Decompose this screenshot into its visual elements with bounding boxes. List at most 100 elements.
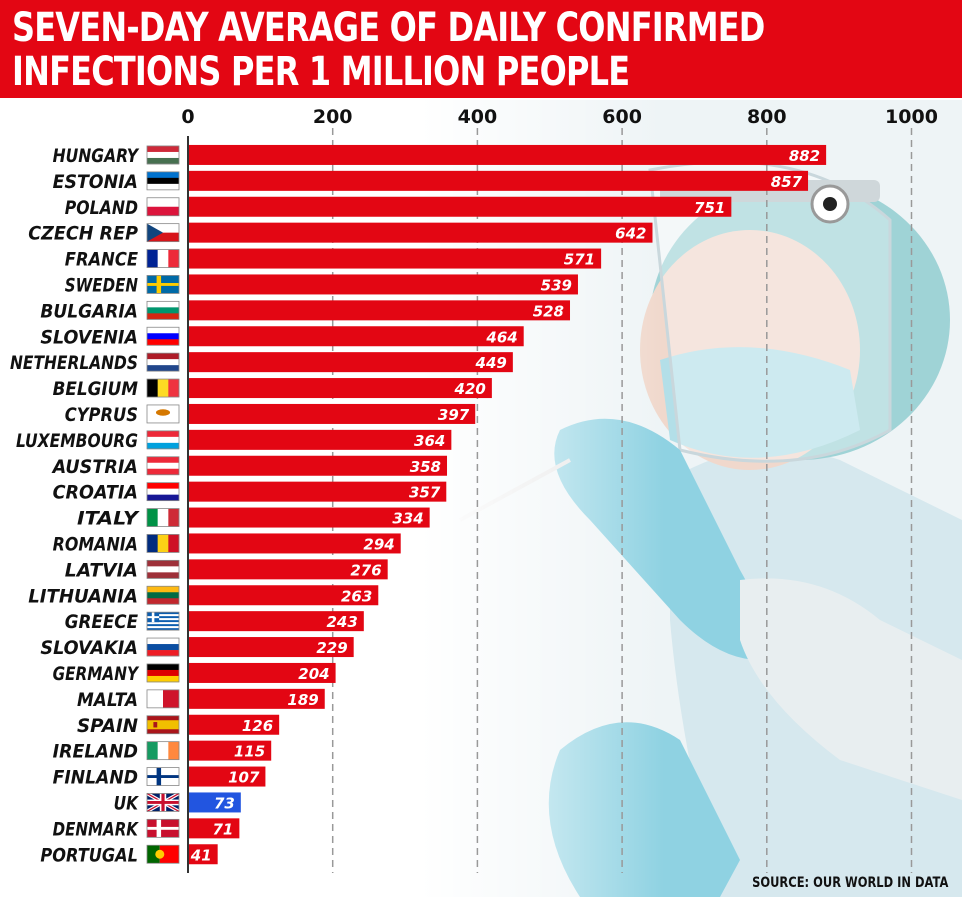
flag-sweden <box>146 275 180 294</box>
value-label: 539 <box>541 276 572 294</box>
bar <box>189 507 430 528</box>
flag-malta <box>146 689 180 709</box>
bar <box>189 688 325 709</box>
category-label: LITHUANIA <box>28 585 138 607</box>
flag-france <box>146 249 180 268</box>
title-line-2: INFECTIONS PER 1 MILLION PEOPLE <box>12 49 630 95</box>
bar <box>189 740 272 761</box>
value-label: 464 <box>485 328 517 346</box>
value-label: 126 <box>242 717 273 735</box>
value-label: 73 <box>214 794 235 812</box>
x-tick-label: 400 <box>458 106 498 128</box>
bar <box>189 274 578 295</box>
category-label: DENMARK <box>53 818 139 840</box>
category-label: AUSTRIA <box>51 456 138 478</box>
category-label: MALTA <box>77 689 138 711</box>
flag-czech-rep <box>146 223 180 243</box>
category-label: IRELAND <box>53 741 138 763</box>
value-label: 571 <box>564 251 595 269</box>
value-label: 115 <box>234 743 265 761</box>
flag-slovakia <box>146 637 180 657</box>
lab-worker-photo <box>420 100 962 897</box>
category-label: CZECH REP <box>28 223 138 245</box>
bar <box>189 378 492 399</box>
value-label: 364 <box>414 432 445 450</box>
value-label: 243 <box>326 613 357 631</box>
flag-denmark <box>146 818 180 838</box>
flag-estonia <box>146 171 180 191</box>
bar <box>189 818 240 839</box>
bar <box>189 611 364 632</box>
flag-uk <box>146 791 180 813</box>
category-label: ESTONIA <box>53 171 138 193</box>
flag-ireland <box>146 741 180 761</box>
source-note: SOURCE: OUR WORLD IN DATA <box>751 875 948 891</box>
value-label: 334 <box>392 510 423 528</box>
flag-greece <box>146 611 180 631</box>
value-label: 294 <box>363 535 394 553</box>
category-label: ROMANIA <box>53 533 138 555</box>
category-label: SPAIN <box>77 715 138 737</box>
bar <box>189 196 732 217</box>
value-label: 397 <box>438 406 470 424</box>
flag-germany <box>146 663 180 683</box>
flag-slovenia <box>146 326 180 346</box>
flag-netherlands <box>146 352 180 372</box>
value-label: 751 <box>694 199 725 217</box>
bar <box>189 766 266 787</box>
x-tick-label: 1000 <box>885 106 938 128</box>
value-label: 41 <box>190 846 212 864</box>
value-label: 882 <box>789 147 820 165</box>
bar <box>189 714 280 735</box>
flag-italy <box>146 508 180 527</box>
value-label: 263 <box>341 587 372 605</box>
value-label: 528 <box>533 302 564 320</box>
value-label: 229 <box>316 639 347 657</box>
bar <box>189 144 827 165</box>
bar <box>189 481 447 502</box>
title-line-1: SEVEN-DAY AVERAGE OF DAILY CONFIRMED <box>12 5 765 51</box>
category-label: GERMANY <box>53 663 140 685</box>
flag-romania <box>146 534 180 553</box>
bar <box>189 559 388 580</box>
bar <box>189 248 602 269</box>
flag-spain <box>146 715 180 735</box>
category-label: CYPRUS <box>65 404 138 426</box>
category-label: SLOVAKIA <box>40 637 138 659</box>
bar <box>189 585 379 606</box>
category-label: SWEDEN <box>65 274 138 296</box>
bar <box>189 170 809 191</box>
category-label: FRANCE <box>65 249 138 271</box>
value-label: 642 <box>615 225 646 243</box>
flag-bulgaria <box>146 300 180 320</box>
value-label: 189 <box>287 691 318 709</box>
category-label: POLAND <box>65 197 138 219</box>
category-label: GREECE <box>65 611 138 633</box>
category-label: UK <box>114 792 139 814</box>
value-label: 276 <box>350 561 381 579</box>
value-label: 420 <box>454 380 486 398</box>
flag-lithuania <box>146 585 180 605</box>
category-label: ITALY <box>77 508 140 530</box>
flag-portugal <box>146 844 180 864</box>
flag-latvia <box>146 559 180 579</box>
category-label: CROATIA <box>53 482 138 504</box>
bar <box>189 792 241 813</box>
bar <box>189 429 452 450</box>
bar-rows: HUNGARY 882 ESTONIA 857 POLAND 751 CZECH REP 64… <box>10 144 827 866</box>
x-tick-label: 200 <box>313 106 353 128</box>
category-label: SLOVENIA <box>40 326 138 348</box>
x-tick-label: 600 <box>602 106 642 128</box>
bar <box>189 222 653 243</box>
category-label: HUNGARY <box>53 145 140 167</box>
value-label: 204 <box>298 665 329 683</box>
bar <box>189 403 476 424</box>
flag-luxembourg <box>146 430 180 450</box>
flag-cyprus <box>146 404 180 424</box>
x-tick-label: 0 <box>181 106 194 128</box>
value-label: 358 <box>410 458 441 476</box>
category-label: NETHERLANDS <box>10 352 138 374</box>
value-label: 449 <box>475 354 507 372</box>
flag-hungary <box>146 145 180 165</box>
bar <box>189 300 571 321</box>
